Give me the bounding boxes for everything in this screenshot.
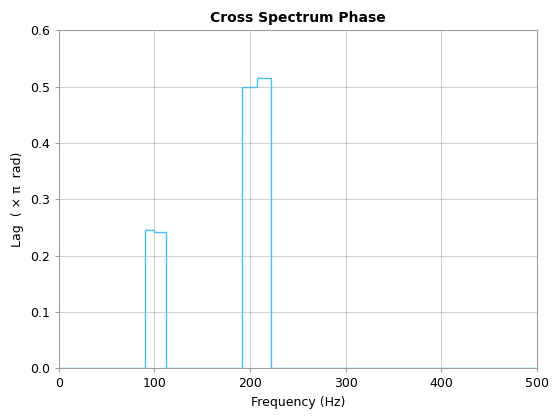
X-axis label: Frequency (Hz): Frequency (Hz) xyxy=(251,396,345,409)
Y-axis label: Lag  ( × π  rad): Lag ( × π rad) xyxy=(11,152,24,247)
Title: Cross Spectrum Phase: Cross Spectrum Phase xyxy=(210,11,386,25)
